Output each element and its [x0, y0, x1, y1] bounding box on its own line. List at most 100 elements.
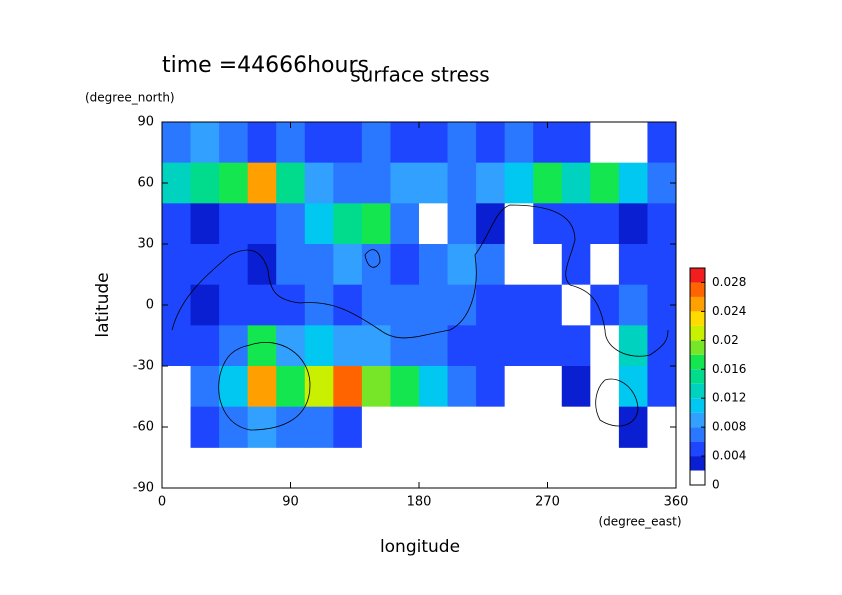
field-cell — [333, 122, 363, 164]
colorbar-swatch — [690, 268, 705, 283]
field-cell — [361, 284, 391, 326]
y-tick-label: -60 — [133, 420, 154, 435]
colorbar-swatch — [690, 412, 705, 428]
field-cell — [361, 366, 391, 408]
field-cell — [504, 203, 534, 245]
field-cell — [533, 406, 563, 448]
colorbar-swatch — [690, 311, 705, 326]
x-units: (degree_east) — [598, 515, 681, 529]
colorbar-tick-label: 0.016 — [712, 362, 746, 376]
field-cell — [590, 244, 620, 286]
field-cell — [219, 366, 249, 408]
field-cell — [190, 325, 220, 367]
field-cell — [419, 284, 449, 326]
field-cell — [247, 366, 277, 408]
field-cell — [247, 284, 277, 326]
field-cell — [419, 203, 449, 245]
colorbar-swatch — [690, 427, 705, 442]
field-cell — [533, 203, 563, 245]
field-cell — [276, 366, 306, 408]
field-cell — [504, 325, 534, 367]
field-cell — [476, 203, 506, 245]
field-cell — [476, 406, 506, 448]
field-cell — [304, 203, 334, 245]
colorbar-swatch — [690, 456, 705, 471]
colorbar-tick-label: 0.024 — [712, 304, 746, 318]
field-cell — [476, 284, 506, 326]
field-cell — [276, 325, 306, 367]
y-tick-label: 90 — [137, 115, 154, 130]
field-cell — [504, 406, 534, 448]
colorbar-tick-label: 0.008 — [712, 420, 746, 434]
field-cell — [561, 122, 591, 164]
chart-title: surface stress — [350, 63, 489, 87]
coastline — [595, 378, 639, 427]
field-cell — [390, 366, 420, 408]
coastlines — [171, 204, 669, 431]
field — [162, 122, 677, 448]
field-cell — [190, 203, 220, 245]
field-cell — [247, 122, 277, 164]
field-cell — [190, 284, 220, 326]
field-cell — [419, 406, 449, 448]
field-cell — [447, 366, 477, 408]
field-cell — [561, 406, 591, 448]
field-cell — [590, 366, 620, 408]
field-cell — [304, 366, 334, 408]
chart-subtitle: time =44666hours — [162, 53, 369, 78]
colorbar-tick-label: 0.02 — [712, 333, 739, 347]
field-cell — [304, 162, 334, 204]
field-cell — [419, 122, 449, 164]
field-cell — [561, 162, 591, 204]
field-cell — [647, 244, 677, 286]
y-tick-label: -90 — [133, 481, 154, 496]
field-cell — [247, 325, 277, 367]
colorbar-swatch — [690, 325, 705, 341]
field-cell — [447, 162, 477, 204]
y-tick-label: 0 — [146, 298, 154, 313]
colorbar-swatch — [690, 340, 705, 355]
field-cell — [162, 325, 192, 367]
x-tick-label: 0 — [158, 495, 166, 510]
field-cell — [247, 203, 277, 245]
field-cell — [304, 284, 334, 326]
field-cell — [162, 203, 192, 245]
x-tick-label: 90 — [282, 495, 299, 510]
field-cell — [618, 406, 648, 448]
field-cell — [247, 162, 277, 204]
field-cell — [419, 366, 449, 408]
field-cell — [390, 244, 420, 286]
colorbar-swatch — [690, 398, 705, 413]
colorbar-tick-label: 0 — [712, 478, 720, 492]
field-cell — [390, 203, 420, 245]
field-cell — [590, 284, 620, 326]
field-cell — [390, 122, 420, 164]
x-axis-label: longitude — [380, 537, 460, 557]
field-cell — [504, 284, 534, 326]
field-cell — [219, 244, 249, 286]
y-units: (degree_north) — [85, 91, 175, 105]
field-cell — [533, 284, 563, 326]
field-cell — [647, 366, 677, 408]
field-cell — [361, 325, 391, 367]
colorbar-swatch — [690, 470, 705, 485]
x-tick-label: 360 — [664, 495, 689, 510]
colorbar-swatch — [690, 369, 705, 384]
field-cell — [333, 366, 363, 408]
field-cell — [219, 284, 249, 326]
field-cell — [162, 122, 192, 164]
colorbar-tick-label: 0.012 — [712, 391, 746, 405]
field-cell — [476, 244, 506, 286]
field-cell — [219, 122, 249, 164]
colorbar-swatch — [690, 296, 705, 312]
field-cell — [647, 122, 677, 164]
field-cell — [333, 406, 363, 448]
field-cell — [162, 244, 192, 286]
field-cell — [419, 325, 449, 367]
x-tick-label: 180 — [407, 495, 432, 510]
field-cell — [618, 366, 648, 408]
field-cell — [476, 162, 506, 204]
field-cell — [533, 366, 563, 408]
field-cell — [533, 122, 563, 164]
